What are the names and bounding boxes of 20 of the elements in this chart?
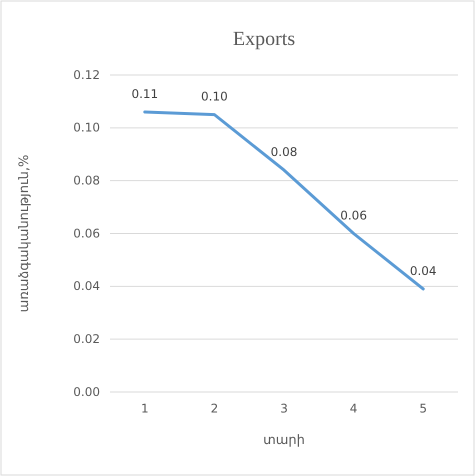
x-tick-label: 1: [140, 402, 149, 416]
y-tick-label: 0.04: [73, 279, 100, 294]
y-tick-label: 0.08: [73, 174, 100, 188]
data-label: 0.04: [410, 264, 437, 278]
x-tick-label: 5: [419, 402, 428, 416]
data-label: 0.10: [201, 90, 228, 104]
chart-title: Exports: [232, 28, 296, 50]
x-axis-title: տարի: [263, 433, 305, 448]
y-axis-title: առաձգականություն,%: [17, 154, 32, 312]
y-tick-label: 0.10: [73, 120, 100, 135]
y-tick-label: 0.06: [73, 226, 100, 240]
x-tick-label: 3: [280, 402, 288, 416]
y-tick-label: 0.02: [73, 332, 100, 346]
x-tick-label: 2: [210, 402, 218, 416]
x-tick-label: 4: [350, 402, 358, 416]
y-tick-label: 0.12: [73, 68, 100, 82]
data-label: 0.11: [131, 86, 158, 101]
y-tick-label: 0.00: [73, 384, 100, 399]
data-label: 0.06: [340, 208, 367, 222]
data-label: 0.08: [270, 145, 298, 160]
